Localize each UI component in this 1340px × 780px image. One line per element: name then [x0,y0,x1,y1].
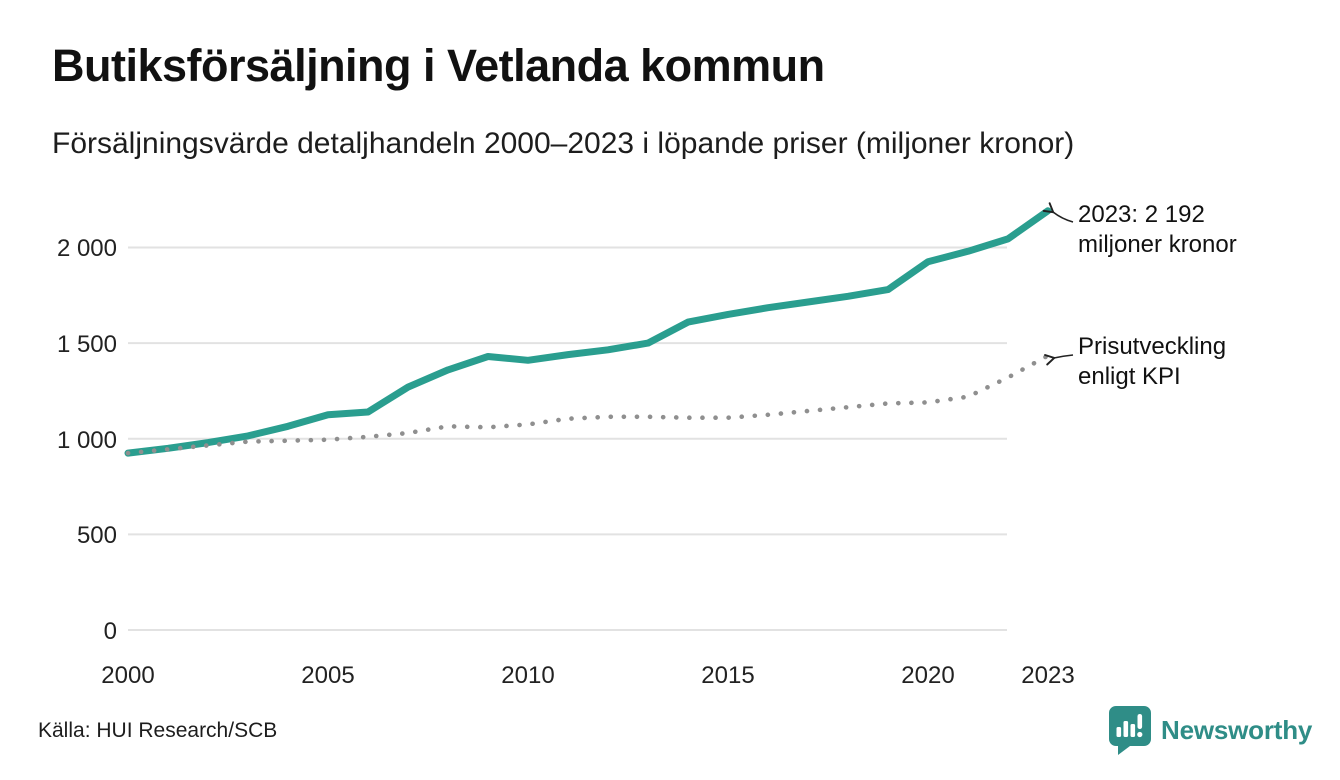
ytick-0: 0 [103,618,117,645]
annotation-kpi-line1: Prisutveckling [1078,333,1227,360]
source-note: Källa: HUI Research/SCB [38,719,278,742]
ytick-1000: 1 000 [56,427,117,454]
ytick-2000: 2 000 [56,235,117,262]
xtick-2010: 2010 [501,662,555,689]
newsworthy-logo-text: Newsworthy [1161,714,1313,745]
horizontal-gridlines [128,246,1007,631]
ytick-1500: 1 500 [56,331,117,358]
arrow-to-2023-value [1042,202,1074,223]
xtick-2015: 2015 [701,662,755,689]
annotation-arrows [1042,202,1074,366]
annotation-2023-line1: 2023: 2 192 [1078,201,1205,228]
ytick-500: 500 [76,522,117,549]
xtick-2005: 2005 [301,662,355,689]
xtick-2000: 2000 [101,662,155,689]
annotation-kpi: Prisutveckling enligt KPI [1078,332,1226,392]
data-series-lines [124,207,1052,457]
newsworthy-logo[interactable]: Newsworthy [1108,705,1312,755]
kpi-dotted-line [125,353,1051,456]
annotation-2023-line2: miljoner kronor [1078,231,1237,258]
arrow-to-kpi-line [1044,354,1074,366]
chart-subtitle: Försäljningsvärde detaljhandeln 2000–202… [52,127,1075,160]
newsworthy-logo-icon [1109,706,1151,755]
annotation-kpi-line2: enligt KPI [1078,363,1181,390]
xtick-2020: 2020 [901,662,955,689]
logo-bar-chart-glyph [1116,714,1143,738]
chart-title: Butiksförsäljning i Vetlanda kommun [52,40,825,91]
annotation-2023-value: 2023: 2 192 miljoner kronor [1078,200,1237,260]
xtick-2023: 2023 [1021,662,1075,689]
sales-line [124,207,1052,457]
